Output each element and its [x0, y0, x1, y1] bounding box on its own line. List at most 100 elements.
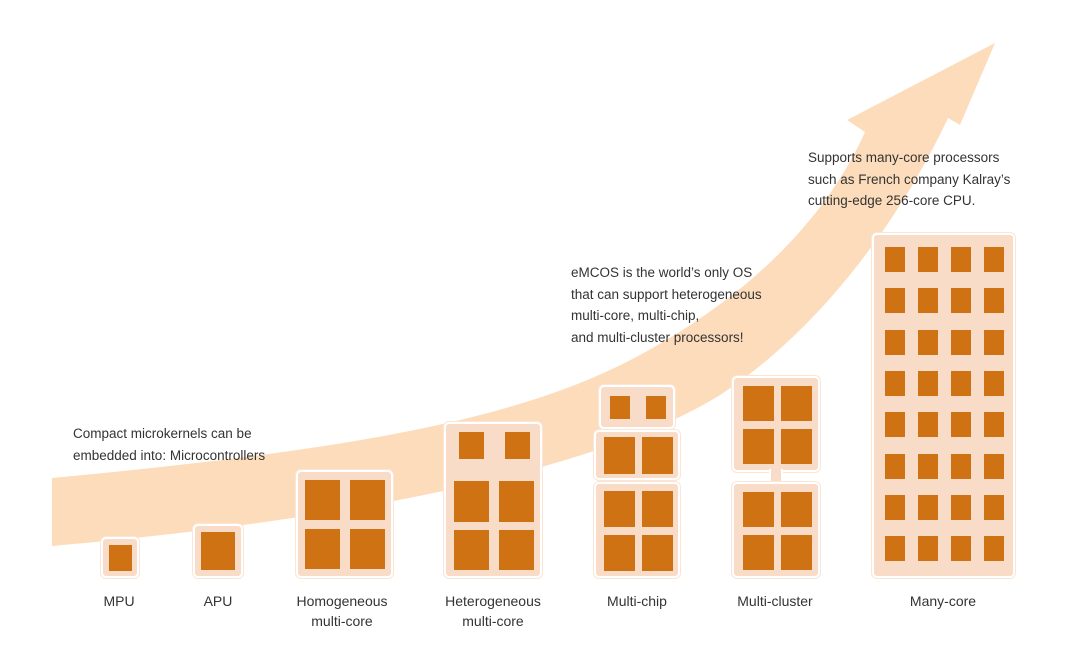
small-core — [505, 432, 530, 459]
mpu-chip — [101, 537, 139, 578]
core — [642, 535, 673, 571]
core — [781, 429, 812, 464]
heterogeneous-note-line: eMCOS is the world’s only OS — [571, 265, 753, 280]
multi-cluster-upper-cluster — [732, 376, 820, 472]
core — [951, 247, 971, 272]
many-core-support-note: Supports many-core processors such as Fr… — [808, 147, 1010, 212]
core — [951, 453, 971, 479]
core — [885, 288, 905, 314]
processor-label-mpu: MPU — [44, 591, 194, 611]
core — [951, 536, 971, 562]
core — [350, 480, 385, 520]
core — [918, 370, 938, 396]
processor-label-line: Homogeneous — [296, 593, 388, 609]
core — [642, 491, 673, 527]
core — [305, 480, 340, 520]
many-core-note-line: such as French company Kalray’s — [808, 171, 1011, 187]
heterogeneous-note-line: multi-core, multi-chip, — [571, 308, 700, 323]
core — [743, 429, 774, 464]
multi-cluster-lower-cluster — [732, 482, 820, 578]
core — [984, 494, 1004, 520]
many-core-note-line: Supports many-core processors — [808, 150, 1000, 165]
processor-label-line: multi-core — [462, 613, 524, 629]
processor-label-line: Heterogeneous — [445, 593, 541, 609]
cluster-interconnect — [769, 469, 783, 485]
core — [951, 329, 971, 355]
processor-label-line: Multi-cluster — [737, 593, 813, 609]
core — [604, 535, 635, 571]
core — [642, 437, 673, 474]
small-core — [459, 432, 484, 459]
core — [984, 288, 1004, 314]
multi-chip-medium-chip — [594, 430, 680, 480]
core — [918, 412, 938, 438]
core — [885, 247, 905, 272]
core — [604, 437, 635, 474]
core — [951, 412, 971, 438]
heterogeneous-multi-core-chip — [444, 422, 542, 578]
core — [984, 412, 1004, 438]
core — [984, 370, 1004, 396]
core — [781, 386, 812, 421]
core — [454, 530, 489, 570]
heterogeneous-support-note: eMCOS is the world’s only OS that can su… — [571, 262, 762, 348]
core — [201, 532, 235, 570]
heterogeneous-note-line: and multi-cluster processors! — [571, 329, 744, 345]
homogeneous-multi-core-chip — [296, 470, 393, 578]
core — [951, 370, 971, 396]
processor-label-line: multi-core — [311, 613, 373, 629]
core — [885, 412, 905, 438]
core — [885, 494, 905, 520]
processor-label-line: Multi-chip — [607, 593, 667, 609]
processor-label-line: Many-core — [909, 593, 977, 609]
core — [951, 494, 971, 520]
core — [305, 529, 340, 569]
core — [918, 453, 938, 479]
core — [781, 492, 812, 527]
small-core — [646, 396, 666, 419]
core — [885, 329, 905, 355]
core — [885, 370, 905, 396]
core — [499, 481, 534, 522]
core — [984, 536, 1004, 562]
processor-label-heterogeneous: Heterogeneous multi-core — [418, 591, 568, 631]
processor-label-multi-cluster: Multi-cluster — [700, 591, 850, 611]
processor-label-homogeneous: Homogeneous multi-core — [267, 591, 417, 631]
core — [984, 247, 1004, 272]
many-core-note-line: cutting-edge 256-core CPU. — [808, 193, 976, 208]
core — [743, 386, 774, 421]
core — [454, 481, 489, 522]
multi-chip-small-chip — [599, 385, 675, 429]
many-core-chip — [872, 233, 1015, 578]
core — [109, 545, 132, 571]
small-core — [610, 396, 630, 419]
core — [951, 288, 971, 314]
processor-label-apu: APU — [143, 591, 293, 611]
core — [743, 535, 774, 570]
core — [604, 491, 635, 527]
core — [918, 329, 938, 355]
core — [984, 453, 1004, 479]
processor-label-line: MPU — [103, 593, 135, 609]
core — [918, 536, 938, 562]
apu-chip — [193, 524, 243, 578]
core — [350, 529, 385, 569]
core — [743, 492, 774, 527]
core — [918, 247, 938, 272]
core — [885, 453, 905, 479]
core — [918, 494, 938, 520]
core — [781, 535, 812, 570]
processor-label-line: APU — [203, 593, 233, 609]
core — [984, 329, 1004, 355]
core — [918, 288, 938, 314]
processor-label-multi-chip: Multi-chip — [562, 591, 712, 611]
microkernel-note-line: embedded into: Microcontrollers — [73, 447, 266, 463]
microkernel-note: Compact microkernels can be embedded int… — [73, 423, 265, 466]
heterogeneous-note-line: that can support heterogeneous — [571, 286, 762, 302]
microkernel-note-line: Compact microkernels can be — [73, 426, 252, 441]
core — [885, 536, 905, 562]
processor-label-many-core: Many-core — [868, 591, 1018, 611]
multi-chip-large-chip — [594, 482, 680, 578]
core — [499, 530, 534, 570]
